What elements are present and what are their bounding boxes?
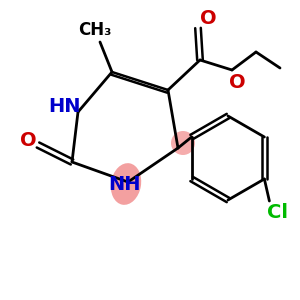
Text: O: O [200, 8, 216, 28]
Ellipse shape [111, 163, 141, 205]
Ellipse shape [171, 131, 195, 155]
Text: CH₃: CH₃ [78, 21, 112, 39]
Text: HN: HN [49, 98, 81, 116]
Text: NH: NH [109, 175, 141, 194]
Text: O: O [229, 73, 245, 92]
Text: O: O [20, 130, 36, 149]
Text: Cl: Cl [267, 203, 288, 223]
